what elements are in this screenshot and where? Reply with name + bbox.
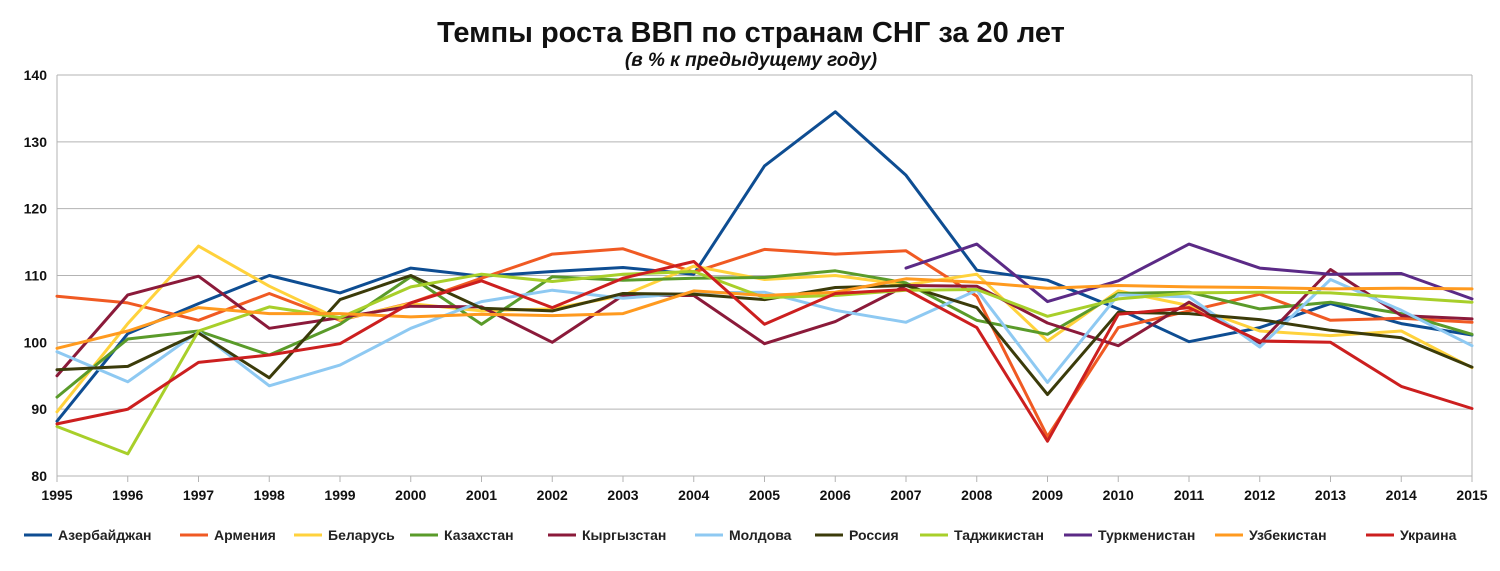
x-tick-label: 2011 bbox=[1174, 487, 1205, 503]
x-tick-label: 2001 bbox=[466, 487, 497, 503]
x-tick-label: 2009 bbox=[1032, 487, 1063, 503]
legend-item: Кыргызстан bbox=[548, 527, 666, 543]
y-tick-label: 140 bbox=[24, 67, 48, 83]
axes: 80 90 100 110 120 130 140 1995 1996 1997 1998 1999 2… bbox=[24, 67, 1488, 503]
x-tick-label: 2006 bbox=[820, 487, 851, 503]
legend-item: Узбекистан bbox=[1215, 527, 1327, 543]
y-tick-label: 90 bbox=[31, 401, 47, 417]
chart-subtitle: (в % к предыдущему году) bbox=[625, 50, 877, 71]
x-tick-label: 2008 bbox=[961, 487, 992, 503]
x-tick-label: 2014 bbox=[1386, 487, 1417, 503]
series-line-2 bbox=[55, 247, 1474, 439]
legend-label: Беларусь bbox=[328, 527, 395, 543]
series-line-8 bbox=[55, 270, 1474, 456]
legend-item: Азербайджан bbox=[24, 527, 152, 543]
legend-label: Азербайджан bbox=[58, 527, 152, 543]
series-line-1 bbox=[55, 110, 1474, 423]
legend-item: Армения bbox=[180, 527, 276, 543]
x-tick-label: 2004 bbox=[678, 487, 709, 503]
legend-item: Таджикистан bbox=[920, 527, 1044, 543]
legend: Азербайджан Армения Беларусь Казахстан Кыргы… bbox=[24, 527, 1457, 543]
x-tick-label: 2010 bbox=[1103, 487, 1134, 503]
legend-label: Узбекистан bbox=[1249, 527, 1327, 543]
legend-label: Молдова bbox=[729, 527, 792, 543]
x-tick-label: 2002 bbox=[537, 487, 568, 503]
x-tick-label: 2015 bbox=[1456, 487, 1487, 503]
legend-label: Россия bbox=[849, 527, 899, 543]
legend-label: Казахстан bbox=[444, 527, 514, 543]
x-tick-label: 2012 bbox=[1244, 487, 1275, 503]
x-tick-label: 1998 bbox=[254, 487, 285, 503]
legend-item: Беларусь bbox=[294, 527, 395, 543]
series-lines bbox=[55, 110, 1474, 456]
x-tick-label: 2000 bbox=[395, 487, 426, 503]
x-tick-label: 2003 bbox=[607, 487, 638, 503]
series-line-9 bbox=[904, 242, 1474, 304]
x-tick-label: 1996 bbox=[112, 487, 143, 503]
y-tick-label: 80 bbox=[31, 468, 47, 484]
x-tick-label: 1995 bbox=[41, 487, 72, 503]
y-tick-label: 120 bbox=[24, 201, 48, 217]
series-line-10 bbox=[55, 277, 1474, 350]
x-tick-label: 1997 bbox=[183, 487, 214, 503]
legend-label: Кыргызстан bbox=[582, 527, 666, 543]
x-tick-label: 2005 bbox=[749, 487, 780, 503]
series-line-4 bbox=[55, 269, 1474, 399]
legend-item: Россия bbox=[815, 527, 899, 543]
legend-label: Туркменистан bbox=[1098, 527, 1195, 543]
legend-label: Таджикистан bbox=[954, 527, 1044, 543]
chart-title: Темпы роста ВВП по странам СНГ за 20 лет bbox=[437, 17, 1065, 49]
series-line-11 bbox=[55, 260, 1474, 443]
legend-item: Молдова bbox=[695, 527, 792, 543]
y-tick-label: 100 bbox=[24, 334, 48, 350]
x-tick-label: 2013 bbox=[1315, 487, 1346, 503]
legend-label: Украина bbox=[1400, 527, 1457, 543]
y-tick-label: 110 bbox=[24, 268, 47, 284]
legend-item: Казахстан bbox=[410, 527, 514, 543]
legend-label: Армения bbox=[214, 527, 276, 543]
legend-item: Украина bbox=[1366, 527, 1457, 543]
series-line-3 bbox=[55, 244, 1474, 414]
x-tick-label: 1999 bbox=[324, 487, 355, 503]
x-tick-label: 2007 bbox=[890, 487, 921, 503]
y-tick-label: 130 bbox=[24, 134, 48, 150]
legend-item: Туркменистан bbox=[1064, 527, 1195, 543]
